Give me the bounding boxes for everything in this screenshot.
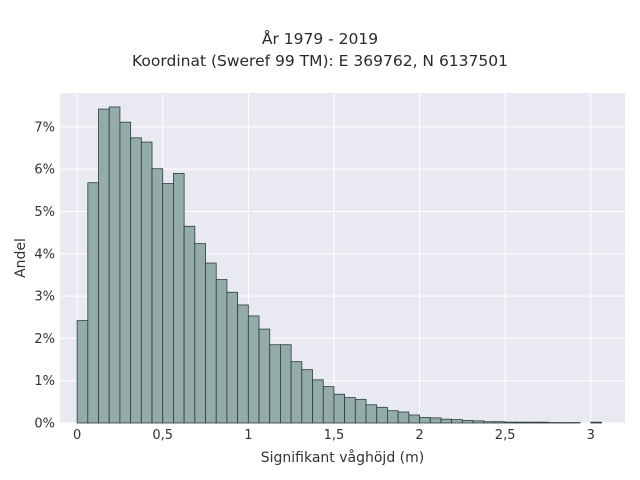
histogram-bar: [387, 410, 399, 424]
chart-title-line-2: Koordinat (Sweref 99 TM): E 369762, N 61…: [132, 52, 508, 70]
y-axis-ticks: 0% 1% 2% 3% 4% 5% 6% 7%: [34, 120, 55, 431]
histogram-bar: [494, 421, 506, 424]
y-tick-label: 6%: [34, 163, 55, 178]
histogram-bar: [173, 172, 185, 424]
x-tick-label: 1,5: [324, 428, 345, 443]
x-tick-label: 1: [244, 428, 252, 443]
histogram-bar: [440, 418, 453, 424]
x-tick-label: 2,5: [495, 428, 516, 443]
chart-title-line-1: År 1979 - 2019: [261, 30, 379, 48]
histogram-bar: [183, 225, 196, 424]
histogram-bar: [87, 182, 99, 424]
histogram-bar: [397, 411, 410, 424]
y-tick-label: 3%: [34, 290, 55, 305]
histogram-bar: [590, 421, 602, 424]
histogram-bar: [472, 420, 485, 424]
histogram-bar: [526, 421, 538, 424]
y-tick-label: 0%: [34, 417, 55, 432]
histogram-bar: [108, 106, 121, 424]
chart-title: År 1979 - 2019 Koordinat (Sweref 99 TM):…: [0, 28, 640, 72]
histogram-bar: [515, 421, 527, 424]
histogram-bar: [98, 108, 110, 424]
histogram-bar: [461, 420, 474, 424]
y-axis-title: Andel: [13, 238, 29, 278]
histogram-bar: [76, 320, 89, 424]
histogram-bar: [312, 379, 324, 424]
histogram-bar: [215, 279, 228, 424]
histogram-bar: [119, 121, 132, 424]
histogram-bar: [365, 404, 378, 424]
y-tick-label: 2%: [34, 332, 55, 347]
histogram-bar: [333, 393, 346, 424]
x-axis-title: Signifikant våghöjd (m): [261, 449, 424, 466]
histogram-bar: [429, 417, 442, 424]
bars: [76, 106, 602, 424]
histogram-bar: [451, 419, 463, 424]
x-axis-ticks: 0 0,5 1 1,5 2 2,5 3: [73, 428, 595, 443]
histogram-bar: [130, 137, 142, 424]
histogram-bar: [419, 417, 431, 424]
histogram-bar: [290, 361, 303, 424]
histogram-bar: [237, 304, 249, 424]
x-tick-label: 3: [587, 428, 595, 443]
histogram-bar: [205, 262, 217, 424]
x-tick-label: 2: [415, 428, 423, 443]
x-tick-label: 0,5: [152, 428, 173, 443]
y-tick-label: 1%: [34, 374, 55, 389]
histogram-bar: [536, 421, 549, 424]
y-tick-label: 5%: [34, 205, 55, 220]
histogram-bar: [376, 406, 388, 424]
x-tick-label: 0: [73, 428, 81, 443]
histogram-bar: [247, 315, 260, 424]
y-tick-label: 4%: [34, 247, 55, 262]
histogram-bar: [151, 168, 164, 424]
histogram-bar: [408, 414, 420, 424]
histogram-bar: [194, 243, 206, 424]
histogram-bar: [280, 344, 292, 424]
histogram-bar: [322, 386, 335, 424]
histogram-bar: [162, 183, 174, 424]
histogram-bar: [140, 141, 153, 424]
histogram-bar: [301, 369, 313, 424]
histogram-bar: [269, 344, 281, 424]
y-tick-label: 7%: [34, 120, 55, 135]
histogram-bar: [226, 291, 239, 424]
histogram-bar: [354, 398, 367, 424]
histogram-bar: [504, 421, 517, 424]
histogram-bar: [483, 421, 495, 424]
histogram-bar: [344, 397, 356, 424]
histogram-bar: [258, 328, 271, 424]
